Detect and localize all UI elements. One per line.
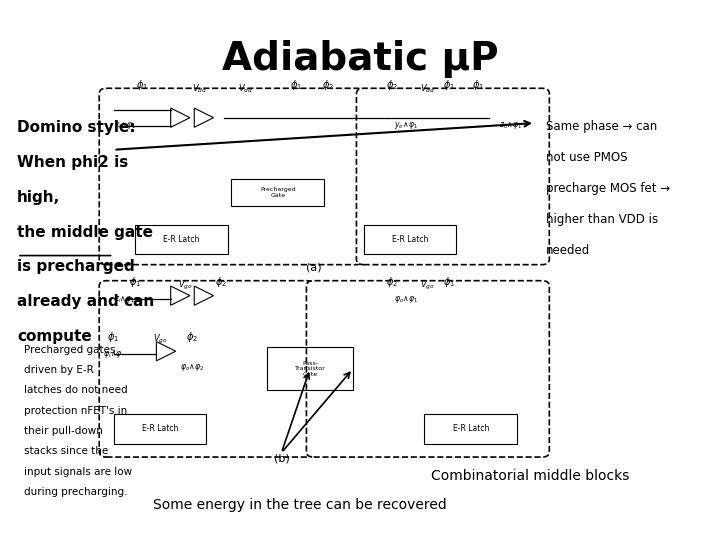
Text: compute: compute xyxy=(17,329,92,344)
FancyBboxPatch shape xyxy=(99,88,364,265)
Text: Adiabatic μP: Adiabatic μP xyxy=(222,40,498,78)
Text: Some energy in the tree can be recovered: Some energy in the tree can be recovered xyxy=(153,498,446,512)
Bar xyxy=(135,225,228,254)
Text: stacks since the: stacks since the xyxy=(24,447,109,456)
Text: $\varphi_i\!\wedge\!\varphi$: $\varphi_i\!\wedge\!\varphi$ xyxy=(103,349,122,360)
Text: $V_{dd}$: $V_{dd}$ xyxy=(192,82,207,94)
Text: (a): (a) xyxy=(306,262,321,272)
Text: high,: high, xyxy=(17,190,60,205)
Text: $\phi_1$: $\phi_1$ xyxy=(444,275,455,289)
Text: E-R Latch: E-R Latch xyxy=(453,424,489,434)
Text: (b): (b) xyxy=(274,453,289,463)
Text: $\phi_1$: $\phi_1$ xyxy=(444,78,455,92)
Text: already and can: already and can xyxy=(17,294,154,309)
Text: $\phi_1$: $\phi_1$ xyxy=(129,275,141,289)
Text: latches do not need: latches do not need xyxy=(24,386,128,395)
Bar xyxy=(231,179,324,206)
Text: $V_{go}$: $V_{go}$ xyxy=(420,279,436,292)
Text: precharge MOS fet →: precharge MOS fet → xyxy=(546,183,670,195)
Text: $\phi_1$: $\phi_1$ xyxy=(107,330,120,344)
Text: $\phi_1$: $\phi_1$ xyxy=(289,78,302,92)
Text: $V_{dd}$: $V_{dd}$ xyxy=(420,82,436,94)
Bar xyxy=(114,414,207,444)
Text: $x_i\!\wedge\!\varphi_1$: $x_i\!\wedge\!\varphi_1$ xyxy=(114,120,136,131)
Text: Precharged gates: Precharged gates xyxy=(24,345,116,355)
Text: $\varphi_o\!\wedge\!\varphi_1$: $\varphi_o\!\wedge\!\varphi_1$ xyxy=(395,294,419,305)
Text: is precharged: is precharged xyxy=(17,259,135,274)
Text: during precharging.: during precharging. xyxy=(24,487,127,497)
Text: $\phi_1$: $\phi_1$ xyxy=(136,78,148,92)
FancyBboxPatch shape xyxy=(99,281,314,457)
Text: E-R Latch: E-R Latch xyxy=(142,424,178,434)
Text: driven by E-R: driven by E-R xyxy=(24,365,94,375)
Text: $V_{dd}$: $V_{dd}$ xyxy=(238,82,253,94)
FancyBboxPatch shape xyxy=(307,281,549,457)
Text: $\phi_2$: $\phi_2$ xyxy=(186,330,198,344)
Text: $y_o\!\wedge\!\varphi_1$: $y_o\!\wedge\!\varphi_1$ xyxy=(395,120,418,131)
Text: $V_{go}$: $V_{go}$ xyxy=(178,279,192,292)
Text: Combinatorial middle blocks: Combinatorial middle blocks xyxy=(431,469,630,483)
Text: not use PMOS: not use PMOS xyxy=(546,151,627,164)
Bar xyxy=(267,348,353,390)
Bar xyxy=(364,225,456,254)
Text: their pull-down: their pull-down xyxy=(24,426,103,436)
Text: E-R Latch: E-R Latch xyxy=(163,235,199,244)
Text: higher than VDD is: higher than VDD is xyxy=(546,213,658,226)
Text: protection nFET's in: protection nFET's in xyxy=(24,406,127,416)
Text: Domino style:: Domino style: xyxy=(17,120,135,136)
Text: When phi2 is: When phi2 is xyxy=(17,155,128,170)
Text: needed: needed xyxy=(546,244,590,258)
Text: Pass-
Transistor
Gate: Pass- Transistor Gate xyxy=(294,361,325,377)
Text: $z_o\!\wedge\!\varphi_1$: $z_o\!\wedge\!\varphi_1$ xyxy=(499,120,523,131)
Text: $\phi_2$: $\phi_2$ xyxy=(386,275,398,289)
Text: $\phi_2$: $\phi_2$ xyxy=(322,78,334,92)
FancyBboxPatch shape xyxy=(356,88,549,265)
Text: E-R Latch: E-R Latch xyxy=(392,235,428,244)
Text: Precharged
Gate: Precharged Gate xyxy=(260,187,296,198)
Text: $z_i\!\wedge\!\varphi_1$: $z_i\!\wedge\!\varphi_1$ xyxy=(114,294,135,305)
Text: Same phase → can: Same phase → can xyxy=(546,120,657,133)
Text: $\varphi_o\!\wedge\!\varphi_2$: $\varphi_o\!\wedge\!\varphi_2$ xyxy=(180,362,204,373)
Bar xyxy=(424,414,517,444)
Text: $\phi_2$: $\phi_2$ xyxy=(386,78,398,92)
Text: $\phi_2$: $\phi_2$ xyxy=(215,275,227,289)
Text: the middle gate: the middle gate xyxy=(17,225,153,240)
Text: $\phi_1$: $\phi_1$ xyxy=(472,78,484,92)
Text: $V_{go}$: $V_{go}$ xyxy=(153,333,167,346)
Text: input signals are low: input signals are low xyxy=(24,467,132,477)
